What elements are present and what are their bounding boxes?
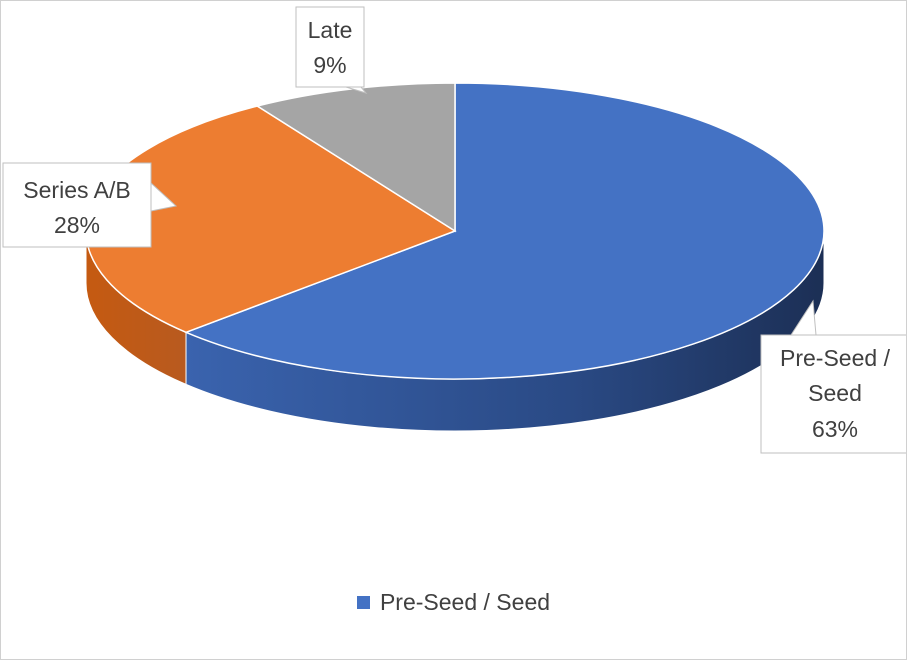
data-label-name-pre-seed-seed: Seed bbox=[808, 380, 862, 406]
legend-label-pre-seed: Pre-Seed / Seed bbox=[379, 589, 551, 615]
data-label-percent-series-a-b: 28% bbox=[54, 212, 100, 238]
legend-swatch-pre-seed bbox=[356, 596, 370, 609]
data-label-percent-late: 9% bbox=[313, 52, 346, 78]
data-label-name-late: Late bbox=[308, 17, 353, 43]
data-label-name-series-a-b: Series A/B bbox=[23, 177, 130, 203]
callout-box-pre-seed-seed bbox=[760, 334, 906, 454]
callout-box-series-a-b bbox=[2, 162, 152, 248]
callout-box-late bbox=[295, 6, 365, 88]
legend: Pre-Seed / Seed bbox=[1, 589, 906, 616]
pie-chart: Pre-Seed / Seed 63% Series A/B 28% Late 9% bbox=[2, 6, 906, 454]
data-label-name-pre-seed-seed: Pre-Seed / bbox=[780, 345, 891, 371]
data-label-percent-pre-seed-seed: 63% bbox=[812, 416, 858, 442]
pie-slice-pre-seed-seed bbox=[183, 82, 825, 380]
